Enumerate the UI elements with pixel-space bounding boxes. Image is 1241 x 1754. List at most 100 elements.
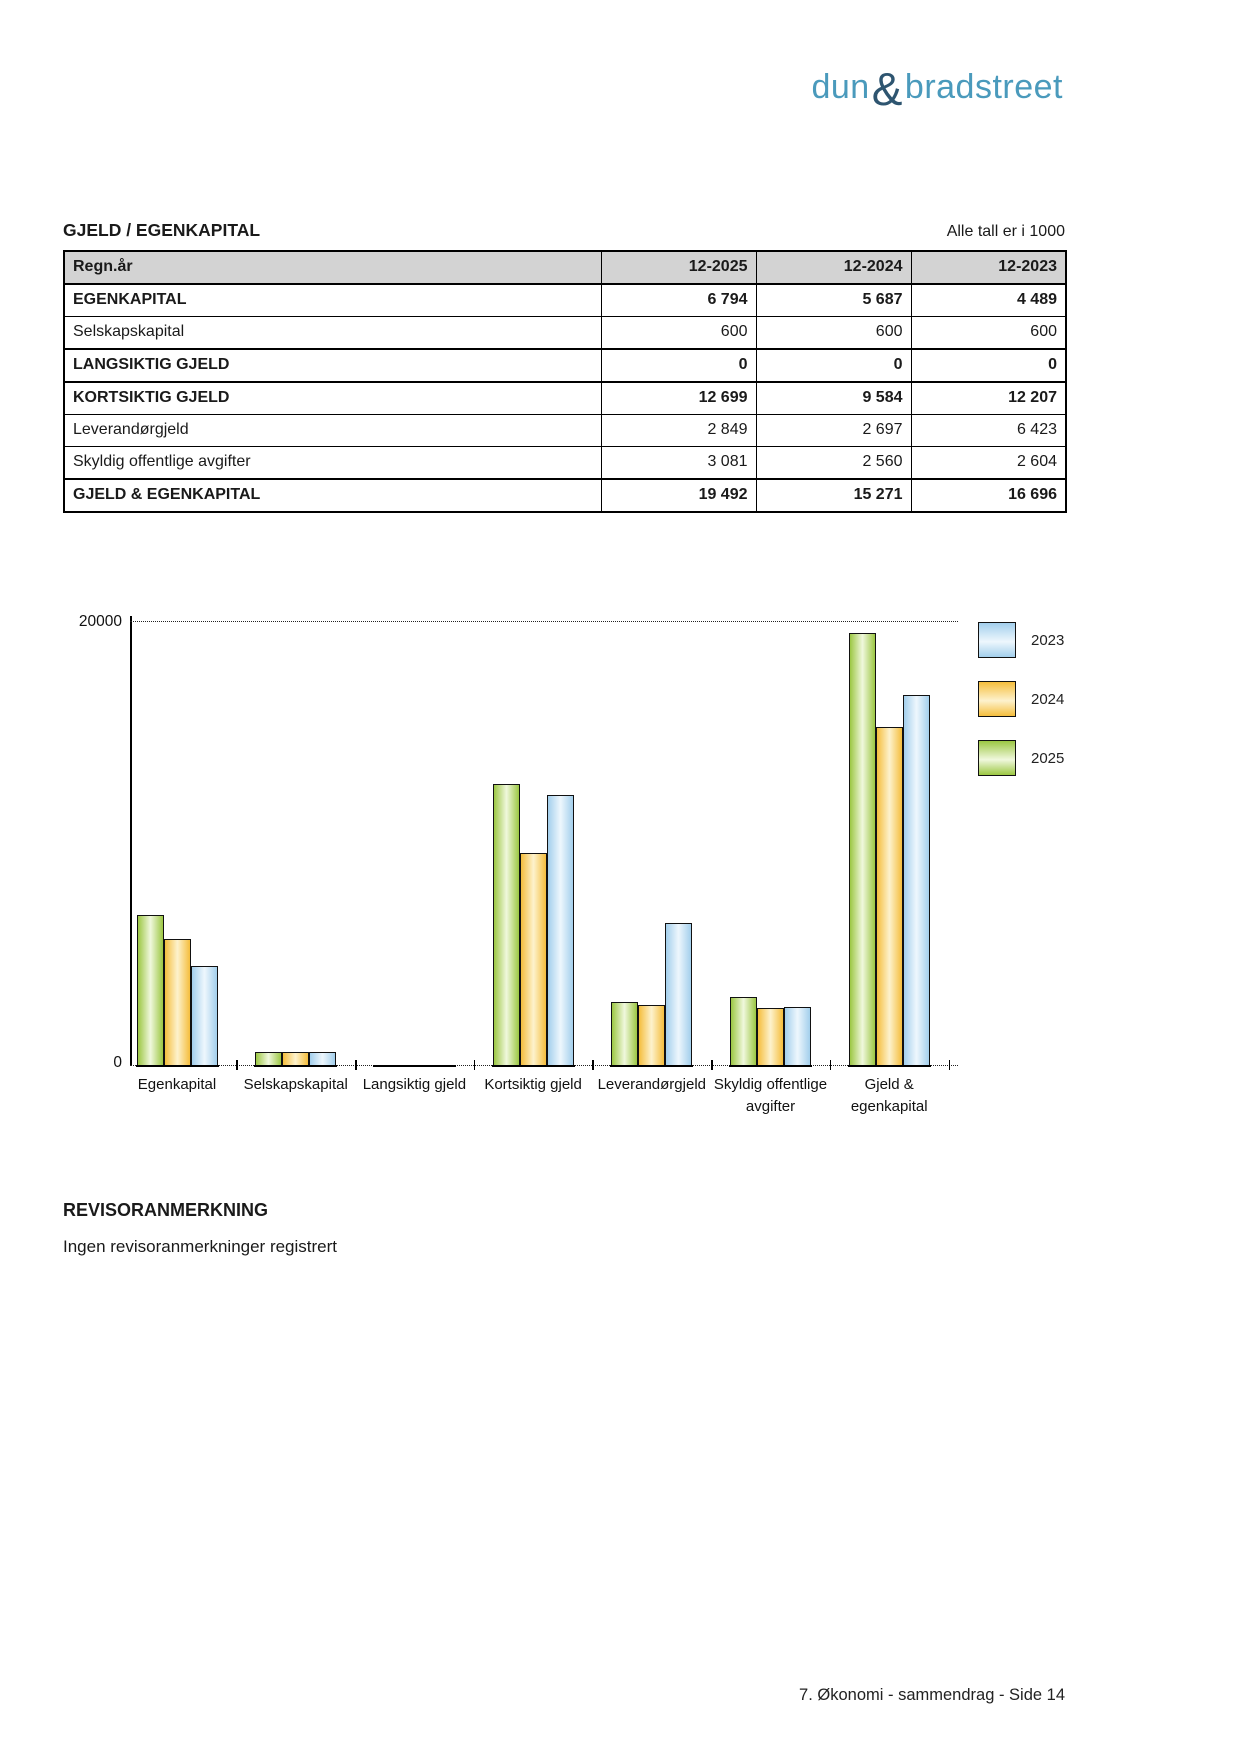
x-axis-label: Gjeld & egenkapital (850, 1076, 928, 1115)
row-value: 12 207 (910, 381, 1067, 415)
x-axis-tick (829, 1060, 832, 1070)
row-label: Leverandørgjeld (63, 414, 602, 447)
row-value: 15 271 (755, 478, 912, 513)
table-row: Skyldig offentlige avgifter 3 081 2 560 2 6… (63, 446, 1067, 480)
y-tick-zero: 0 (113, 1054, 122, 1071)
legend-label: 2023 (1031, 631, 1065, 649)
legend-swatch-2023 (978, 622, 1016, 658)
x-axis-tick (711, 1060, 713, 1070)
logo-text-bradstreet: bradstreet (904, 68, 1063, 106)
dun-bradstreet-logo: dun & bradstreet (811, 63, 1063, 115)
table-header-cell: Regn.år (63, 250, 602, 285)
bar-2023-kortsiktig-gjeld (546, 795, 574, 1065)
legend-swatch-2024 (978, 681, 1016, 717)
logo-text-dun: dun (811, 68, 870, 106)
bar-chart-plot (130, 621, 958, 1070)
x-axis-tick (592, 1060, 594, 1070)
row-value: 5 687 (755, 283, 912, 317)
table-header-cell: 12-2024 (755, 250, 912, 285)
chart-legend: 2023 2024 2025 (978, 622, 1064, 799)
bar-2023-gjeld-&-egenkapital (902, 695, 930, 1065)
row-value: 600 (600, 316, 757, 350)
row-label: LANGSIKTIG GJELD (63, 348, 602, 383)
row-value: 0 (910, 348, 1067, 383)
page-footer: 7. Økonomi - sammendrag - Side 14 (799, 1686, 1065, 1704)
legend-label: 2024 (1031, 690, 1065, 708)
row-value: 2 560 (755, 446, 912, 480)
table-row: EGENKAPITAL 6 794 5 687 4 489 (63, 283, 1067, 317)
baseline-segment (729, 1065, 812, 1067)
bar-2025-skyldig-offentlige-avgifter (730, 997, 757, 1065)
row-value: 9 584 (755, 381, 912, 415)
table-row: GJELD & EGENKAPITAL 19 492 15 271 16 696 (63, 478, 1067, 513)
logo-ampersand-icon: & (871, 63, 903, 115)
y-axis-line (130, 616, 132, 1066)
row-value: 19 492 (600, 478, 757, 513)
table-header-row: Regn.år 12-2025 12-2024 12-2023 (63, 250, 1067, 285)
legend-label: 2025 (1031, 749, 1065, 767)
unit-note: Alle tall er i 1000 (946, 223, 1065, 240)
x-axis-label: Leverandørgjeld (597, 1076, 706, 1093)
bar-2023-leverandørgjeld (665, 923, 693, 1065)
bar-2025-selskapskapital (255, 1052, 283, 1065)
x-axis-label: Selskapskapital (243, 1076, 348, 1093)
baseline-segment (254, 1065, 338, 1067)
legend-entry-2023: 2023 (978, 622, 1064, 658)
row-value: 2 849 (600, 414, 757, 447)
x-axis-tick (355, 1060, 357, 1070)
y-tick-max: 20000 (78, 613, 122, 630)
revisor-title: REVISORANMERKNING (63, 1200, 269, 1220)
baseline-segment (847, 1065, 931, 1067)
bar-2024-leverandørgjeld (638, 1005, 666, 1065)
bar-2025-leverandørgjeld (611, 1002, 639, 1065)
table-header-cell: 12-2023 (910, 250, 1067, 285)
bar-2023-skyldig-offentlige-avgifter (784, 1007, 811, 1065)
row-label: GJELD & EGENKAPITAL (63, 478, 602, 513)
legend-entry-2024: 2024 (978, 681, 1064, 717)
bar-2024-selskapskapital (282, 1052, 310, 1065)
row-value: 0 (755, 348, 912, 383)
x-axis-label: Skyldig offentlige avgifter (713, 1076, 828, 1115)
row-label: KORTSIKTIG GJELD (63, 381, 602, 415)
x-axis-label: Langsiktig gjeld (362, 1076, 467, 1093)
bar-2024-egenkapital (163, 939, 191, 1065)
row-label: EGENKAPITAL (63, 283, 602, 317)
row-value: 16 696 (910, 478, 1067, 513)
revisor-text: Ingen revisoranmerkninger registrert (63, 1237, 338, 1256)
bar-2025-egenkapital (136, 915, 164, 1065)
bar-2025-gjeld-&-egenkapital (848, 633, 876, 1065)
x-axis-tick (236, 1060, 238, 1070)
row-value: 2 697 (755, 414, 912, 447)
row-value: 2 604 (910, 446, 1067, 480)
row-value: 600 (910, 316, 1067, 350)
baseline-segment (135, 1065, 219, 1067)
row-value: 6 794 (600, 283, 757, 317)
row-label: Skyldig offentlige avgifter (63, 446, 602, 480)
table-row: LANGSIKTIG GJELD 0 0 0 (63, 348, 1067, 383)
section-head: GJELD / EGENKAPITAL Alle tall er i 1000 (63, 220, 1065, 241)
gridline-20000 (130, 621, 958, 622)
table-row: KORTSIKTIG GJELD 12 699 9 584 12 207 (63, 381, 1067, 415)
table-body: EGENKAPITAL 6 794 5 687 4 489 Selskapskapita… (63, 283, 1067, 513)
section-title: GJELD / EGENKAPITAL (63, 220, 261, 240)
row-value: 0 (600, 348, 757, 383)
table-header-cell: 12-2025 (600, 250, 757, 285)
baseline-segment (610, 1065, 694, 1067)
table-row: Selskapskapital 600 600 600 (63, 316, 1067, 350)
bar-2024-kortsiktig-gjeld (519, 853, 547, 1065)
row-value: 6 423 (910, 414, 1067, 447)
row-label: Selskapskapital (63, 316, 602, 350)
x-axis-tick (948, 1060, 951, 1070)
row-value: 600 (755, 316, 912, 350)
table-row: Leverandørgjeld 2 849 2 697 6 423 (63, 414, 1067, 447)
baseline-segment (372, 1065, 456, 1067)
baseline-segment (491, 1065, 575, 1067)
row-value: 12 699 (600, 381, 757, 415)
legend-entry-2025: 2025 (978, 740, 1064, 776)
x-axis-label: Kortsiktig gjeld (484, 1076, 582, 1093)
bar-2024-gjeld-&-egenkapital (875, 727, 903, 1065)
financial-table: Regn.år 12-2025 12-2024 12-2023 EGENKAPITAL… (63, 250, 1067, 513)
row-value: 4 489 (910, 283, 1067, 317)
bar-2023-selskapskapital (309, 1052, 337, 1065)
